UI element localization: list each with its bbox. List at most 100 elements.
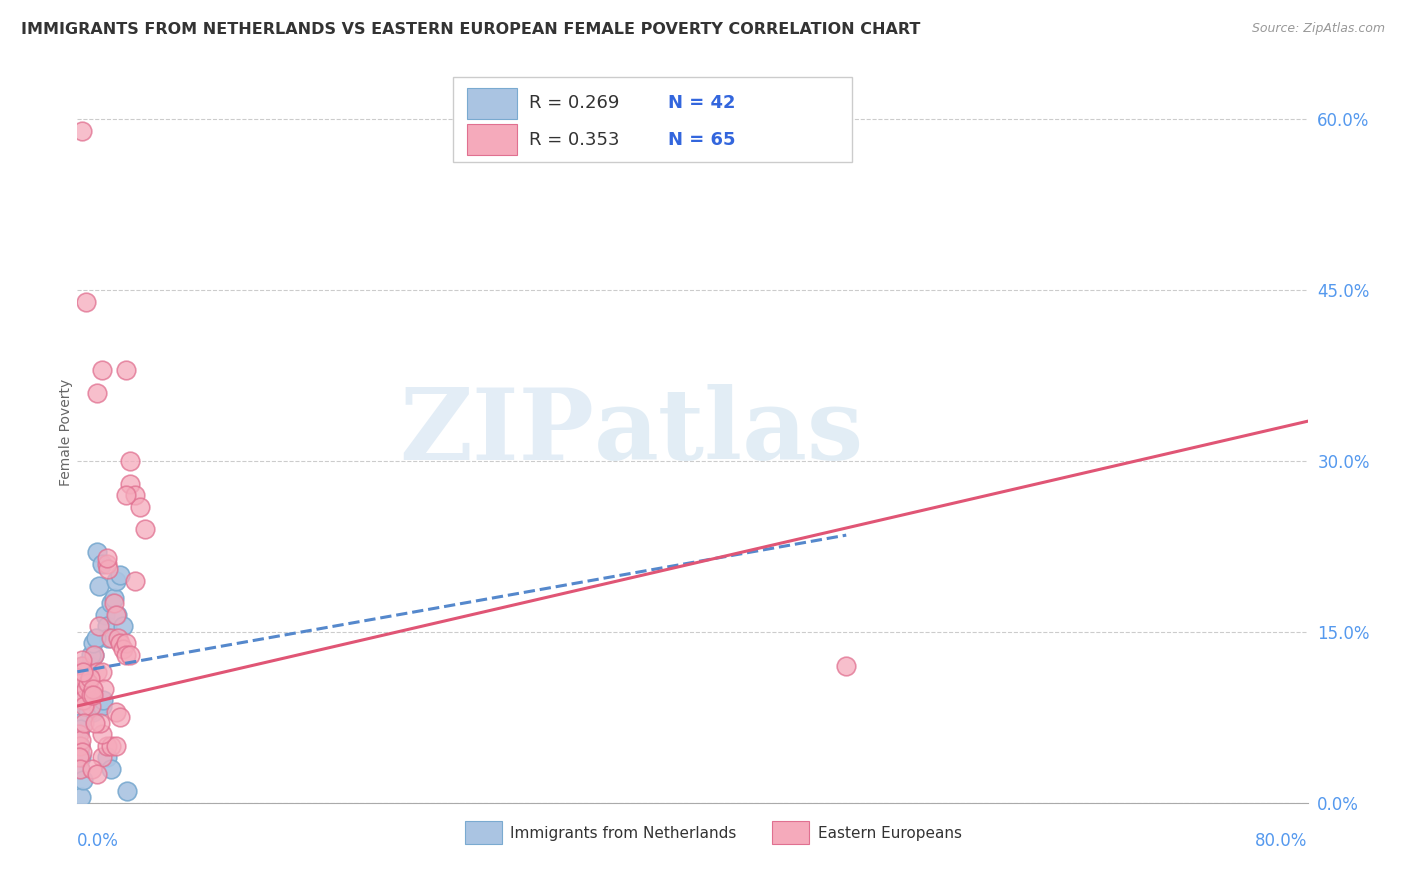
Point [82,705,104,719]
Point [69,762,91,776]
Point [80,698,103,713]
Point [69,762,91,776]
Point [124,488,146,502]
Point [90,727,114,741]
Point [104,607,127,622]
Point [103,597,125,611]
Text: 80.0%: 80.0% [1256,832,1308,850]
Point [73,676,96,690]
Point [124,574,146,588]
Point [86,385,108,400]
Point [70,745,93,759]
Point [114,488,136,502]
Point [96,750,118,764]
Point [72,772,94,787]
Point [110,710,132,724]
Point [115,784,138,798]
Point [112,642,135,657]
Text: R = 0.269: R = 0.269 [529,95,619,112]
Point [79,671,101,685]
Point [67,727,90,741]
Point [100,631,122,645]
Point [79,659,101,673]
Point [70,659,93,673]
Point [835,659,858,673]
Point [93,693,115,707]
Point [69,716,91,731]
Point [77,705,100,719]
Text: IMMIGRANTS FROM NETHERLANDS VS EASTERN EUROPEAN FEMALE POVERTY CORRELATION CHART: IMMIGRANTS FROM NETHERLANDS VS EASTERN E… [21,22,921,37]
FancyBboxPatch shape [467,124,516,155]
FancyBboxPatch shape [467,88,516,120]
Point [100,762,122,776]
Point [80,648,103,662]
Text: R = 0.353: R = 0.353 [529,131,619,149]
Y-axis label: Female Poverty: Female Poverty [59,379,73,486]
Point [86,767,108,781]
Point [97,562,120,576]
FancyBboxPatch shape [772,822,810,844]
Point [104,739,127,753]
Point [72,693,94,707]
Point [70,659,93,673]
Point [73,716,96,731]
Point [69,739,91,753]
Text: N = 42: N = 42 [668,95,735,112]
Point [67,750,90,764]
Point [90,363,114,377]
Point [84,716,107,731]
Point [89,716,111,731]
Point [83,648,105,662]
Point [97,631,120,645]
Point [94,607,117,622]
Point [87,579,110,593]
Point [120,648,142,662]
Point [90,750,114,764]
Text: N = 65: N = 65 [668,131,735,149]
Point [87,698,110,713]
Point [80,762,103,776]
Point [77,693,100,707]
Point [107,631,129,645]
Point [80,688,103,702]
Point [110,636,132,650]
Text: atlas: atlas [595,384,865,481]
Point [73,698,96,713]
Point [70,681,93,696]
Point [70,688,93,702]
Point [70,733,93,747]
Point [114,648,136,662]
Point [120,454,142,468]
Text: 0.0%: 0.0% [77,832,120,850]
Point [87,619,110,633]
Point [104,574,127,588]
Point [100,597,122,611]
Point [77,676,100,690]
Point [75,294,97,309]
Point [70,124,93,138]
Point [76,693,98,707]
Point [72,665,94,679]
Point [103,591,125,605]
Point [76,688,98,702]
Point [83,648,105,662]
Point [80,698,103,713]
Point [86,665,108,679]
Point [114,363,136,377]
Point [70,750,93,764]
FancyBboxPatch shape [465,822,502,844]
Point [69,739,91,753]
Point [105,607,128,622]
Point [72,688,94,702]
Point [73,693,96,707]
Point [104,705,127,719]
Point [70,790,93,805]
Point [69,676,91,690]
Point [75,681,97,696]
Point [84,631,107,645]
Point [70,653,93,667]
Point [75,698,97,713]
Point [112,619,135,633]
Point [120,476,142,491]
Text: ZIP: ZIP [399,384,595,481]
